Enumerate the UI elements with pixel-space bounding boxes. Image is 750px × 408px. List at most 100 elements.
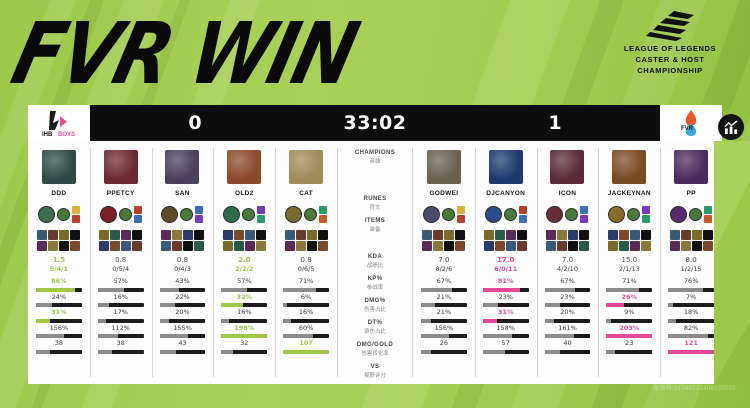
- rune-shards-grid[interactable]: [319, 205, 328, 223]
- keystone-rune-icon[interactable]: [161, 205, 179, 223]
- item-slot-icon[interactable]: [444, 230, 455, 240]
- item-slot-icon[interactable]: [629, 241, 640, 251]
- keystone-rune-icon[interactable]: [484, 205, 502, 223]
- item-slot-icon[interactable]: [680, 241, 691, 251]
- item-slot-icon[interactable]: [244, 230, 255, 240]
- secondary-rune-icon[interactable]: [441, 207, 455, 221]
- rune-shard-icon[interactable]: [71, 205, 80, 214]
- champion-portrait[interactable]: [227, 150, 262, 184]
- item-slot-icon[interactable]: [284, 241, 295, 251]
- item-slot-icon[interactable]: [233, 230, 244, 240]
- rune-shard-icon[interactable]: [195, 214, 204, 223]
- items-grid[interactable]: [37, 230, 81, 251]
- rune-shard-icon[interactable]: [518, 205, 527, 214]
- item-slot-icon[interactable]: [444, 241, 455, 251]
- item-slot-icon[interactable]: [70, 241, 81, 251]
- item-slot-icon[interactable]: [295, 241, 306, 251]
- rune-shard-icon[interactable]: [518, 214, 527, 223]
- rune-shard-icon[interactable]: [456, 205, 465, 214]
- secondary-rune-icon[interactable]: [689, 207, 703, 221]
- item-slot-icon[interactable]: [618, 230, 629, 240]
- item-slot-icon[interactable]: [545, 241, 556, 251]
- item-slot-icon[interactable]: [233, 241, 244, 251]
- item-slot-icon[interactable]: [132, 241, 143, 251]
- rune-shard-icon[interactable]: [580, 214, 589, 223]
- player-column-ppetcy[interactable]: PPETCY 0.8 0/5/4 57% 16% 17% 112% 38: [89, 141, 152, 384]
- item-slot-icon[interactable]: [121, 241, 132, 251]
- rune-shard-icon[interactable]: [642, 205, 651, 214]
- runes-row[interactable]: [99, 201, 142, 227]
- secondary-rune-icon[interactable]: [56, 207, 70, 221]
- champion-portrait[interactable]: [165, 150, 200, 184]
- rune-shards-grid[interactable]: [133, 205, 142, 223]
- champion-portrait[interactable]: [550, 150, 585, 184]
- item-slot-icon[interactable]: [691, 230, 702, 240]
- keystone-rune-icon[interactable]: [422, 205, 440, 223]
- item-slot-icon[interactable]: [506, 241, 517, 251]
- item-slot-icon[interactable]: [691, 241, 702, 251]
- item-slot-icon[interactable]: [255, 230, 266, 240]
- item-slot-icon[interactable]: [182, 241, 193, 251]
- champion-portrait[interactable]: [426, 150, 461, 184]
- keystone-rune-icon[interactable]: [37, 205, 55, 223]
- item-slot-icon[interactable]: [484, 241, 495, 251]
- player-column-old2[interactable]: OLD2 2.0 2/2/2 57% 32% 16% 198% 32: [213, 141, 275, 384]
- player-column-pp[interactable]: PP 8.0 1/2/15 76% 7% 18% 82% 121: [660, 141, 722, 384]
- item-slot-icon[interactable]: [171, 241, 182, 251]
- secondary-rune-icon[interactable]: [118, 207, 132, 221]
- item-slot-icon[interactable]: [506, 230, 517, 240]
- keystone-rune-icon[interactable]: [99, 205, 117, 223]
- keystone-rune-icon[interactable]: [285, 205, 303, 223]
- item-slot-icon[interactable]: [433, 241, 444, 251]
- player-column-djcanyon[interactable]: DJCANYON 17.0 6/0/11 81% 23% 31% 158% 57: [474, 141, 537, 384]
- item-slot-icon[interactable]: [484, 230, 495, 240]
- rune-shard-icon[interactable]: [704, 205, 713, 214]
- items-grid[interactable]: [284, 230, 328, 251]
- item-slot-icon[interactable]: [578, 241, 589, 251]
- runes-row[interactable]: [223, 201, 266, 227]
- secondary-rune-icon[interactable]: [503, 207, 517, 221]
- item-slot-icon[interactable]: [433, 230, 444, 240]
- player-column-icon[interactable]: ICON 7.0 4/2/10 67% 23% 20% 161% 40: [536, 141, 599, 384]
- item-slot-icon[interactable]: [160, 241, 171, 251]
- rune-shards-grid[interactable]: [257, 205, 266, 223]
- keystone-rune-icon[interactable]: [223, 205, 241, 223]
- rune-shard-icon[interactable]: [704, 214, 713, 223]
- item-slot-icon[interactable]: [556, 230, 567, 240]
- champion-portrait[interactable]: [103, 150, 138, 184]
- item-slot-icon[interactable]: [702, 230, 713, 240]
- secondary-rune-icon[interactable]: [627, 207, 641, 221]
- item-slot-icon[interactable]: [37, 230, 48, 240]
- item-slot-icon[interactable]: [244, 241, 255, 251]
- rune-shard-icon[interactable]: [456, 214, 465, 223]
- item-slot-icon[interactable]: [37, 241, 48, 251]
- item-slot-icon[interactable]: [317, 230, 328, 240]
- keystone-rune-icon[interactable]: [670, 205, 688, 223]
- runes-row[interactable]: [422, 201, 465, 227]
- item-slot-icon[interactable]: [70, 230, 81, 240]
- rune-shard-icon[interactable]: [257, 205, 266, 214]
- secondary-rune-icon[interactable]: [242, 207, 256, 221]
- item-slot-icon[interactable]: [545, 230, 556, 240]
- runes-row[interactable]: [161, 201, 204, 227]
- items-grid[interactable]: [222, 230, 266, 251]
- items-grid[interactable]: [422, 230, 466, 251]
- item-slot-icon[interactable]: [495, 230, 506, 240]
- player-column-jackeynan[interactable]: JACKEYNAN 15.0 2/1/13 71% 26% 9% 203% 23: [598, 141, 660, 384]
- item-slot-icon[interactable]: [640, 241, 651, 251]
- runes-row[interactable]: [608, 201, 651, 227]
- runes-row[interactable]: [484, 201, 527, 227]
- champion-portrait[interactable]: [674, 150, 709, 184]
- item-slot-icon[interactable]: [455, 241, 466, 251]
- analytics-chart-icon[interactable]: [718, 114, 744, 140]
- items-grid[interactable]: [607, 230, 651, 251]
- items-grid[interactable]: [160, 230, 204, 251]
- item-slot-icon[interactable]: [110, 241, 121, 251]
- item-slot-icon[interactable]: [295, 230, 306, 240]
- rune-shard-icon[interactable]: [71, 214, 80, 223]
- champion-portrait[interactable]: [612, 150, 647, 184]
- items-grid[interactable]: [484, 230, 528, 251]
- item-slot-icon[interactable]: [317, 241, 328, 251]
- rune-shard-icon[interactable]: [195, 205, 204, 214]
- item-slot-icon[interactable]: [110, 230, 121, 240]
